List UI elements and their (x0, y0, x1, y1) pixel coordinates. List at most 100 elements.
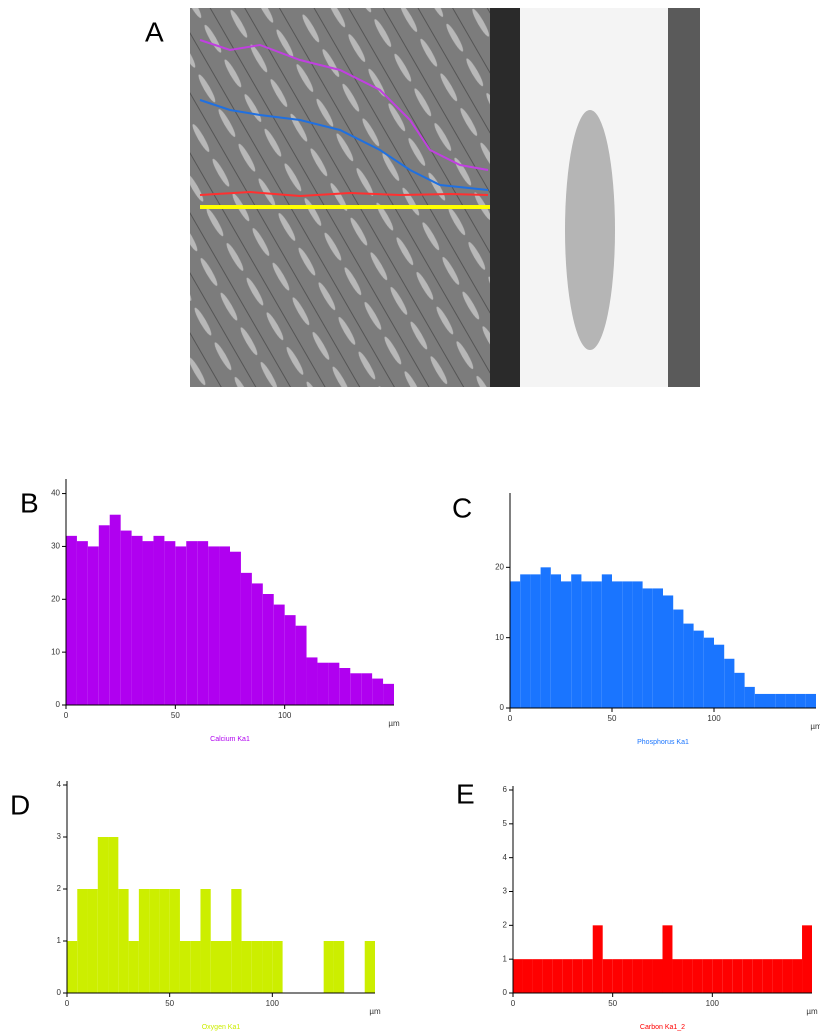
bar (775, 693, 786, 708)
bar (317, 662, 329, 705)
bar (652, 588, 663, 708)
bar (138, 889, 150, 993)
bar (532, 959, 543, 993)
bar (364, 941, 375, 993)
sem-image: A (145, 8, 700, 387)
bar (219, 546, 230, 705)
x-tick-label: 50 (608, 714, 617, 723)
y-tick-label: 20 (51, 594, 60, 603)
bar (772, 959, 783, 993)
bar (642, 959, 653, 993)
bar (722, 959, 733, 993)
bar (262, 941, 273, 993)
bar (383, 683, 394, 705)
bar (361, 673, 373, 705)
bar (752, 959, 763, 993)
bar (762, 959, 773, 993)
bar (109, 514, 121, 705)
bar (542, 959, 553, 993)
bar (295, 625, 307, 705)
bar (724, 658, 735, 708)
x-tick-label: 100 (707, 714, 721, 723)
y-tick-label: 4 (503, 853, 508, 862)
bar (77, 889, 88, 993)
y-tick-label: 40 (51, 489, 60, 498)
bar (240, 572, 252, 705)
bar (120, 530, 132, 705)
bar (765, 693, 776, 708)
y-tick-label: 0 (500, 703, 505, 712)
bar (632, 581, 643, 708)
y-tick-label: 30 (51, 542, 60, 551)
bar (118, 889, 129, 993)
bar (186, 541, 198, 705)
x-tick-label: 50 (165, 999, 174, 1008)
bar (66, 535, 77, 705)
bar (612, 959, 623, 993)
x-tick-label: 0 (64, 711, 69, 720)
bar (540, 567, 551, 708)
bar (632, 959, 643, 993)
y-tick-label: 1 (57, 936, 62, 945)
bar (712, 959, 723, 993)
bar (744, 686, 755, 708)
bar (510, 581, 521, 708)
bar (221, 941, 232, 993)
bar (241, 941, 252, 993)
bar (197, 541, 209, 705)
bar (142, 541, 154, 705)
bar (272, 941, 283, 993)
bar (273, 604, 285, 705)
bar (231, 889, 242, 993)
bar (572, 959, 583, 993)
bar (782, 959, 793, 993)
series-label: Phosphorus Ka1 (637, 739, 689, 746)
bar (561, 581, 572, 708)
bar (582, 959, 593, 993)
bar (693, 630, 704, 708)
panel-label: C (452, 492, 472, 523)
bar (284, 615, 296, 705)
y-tick-label: 2 (503, 920, 508, 929)
y-tick-label: 5 (503, 819, 508, 828)
bar (175, 546, 187, 705)
x-tick-label: 100 (706, 999, 720, 1008)
bar (164, 541, 176, 705)
bar (208, 546, 220, 705)
x-tick-label: 100 (278, 711, 292, 720)
bar (87, 546, 99, 705)
x-axis-label: µm (810, 722, 820, 731)
panel-label: A (145, 16, 164, 47)
bar (153, 535, 165, 705)
bar (591, 581, 602, 708)
panel-label: D (10, 789, 30, 820)
bar (703, 637, 714, 708)
bar (350, 673, 362, 705)
bar (571, 574, 582, 708)
bar (323, 941, 334, 993)
bar (754, 693, 765, 708)
bar (714, 644, 725, 708)
y-tick-label: 0 (57, 988, 62, 997)
bar (663, 595, 674, 708)
y-tick-label: 3 (503, 887, 508, 896)
bar (550, 574, 561, 708)
bar (732, 959, 743, 993)
x-tick-label: 50 (171, 711, 180, 720)
bar (306, 657, 318, 705)
gap-region (490, 8, 520, 387)
bar (76, 541, 88, 705)
series-label: Oxygen Ka1 (202, 1024, 241, 1031)
bar (159, 889, 170, 993)
profile-line (199, 99, 489, 191)
bar (169, 889, 180, 993)
bar (97, 837, 109, 993)
series-label: Carbon Ka1_2 (640, 1024, 685, 1031)
bar (149, 889, 160, 993)
profile-line (199, 190, 489, 198)
debris (565, 110, 615, 350)
bar (734, 672, 745, 708)
bar (328, 662, 340, 705)
bar (785, 693, 796, 708)
